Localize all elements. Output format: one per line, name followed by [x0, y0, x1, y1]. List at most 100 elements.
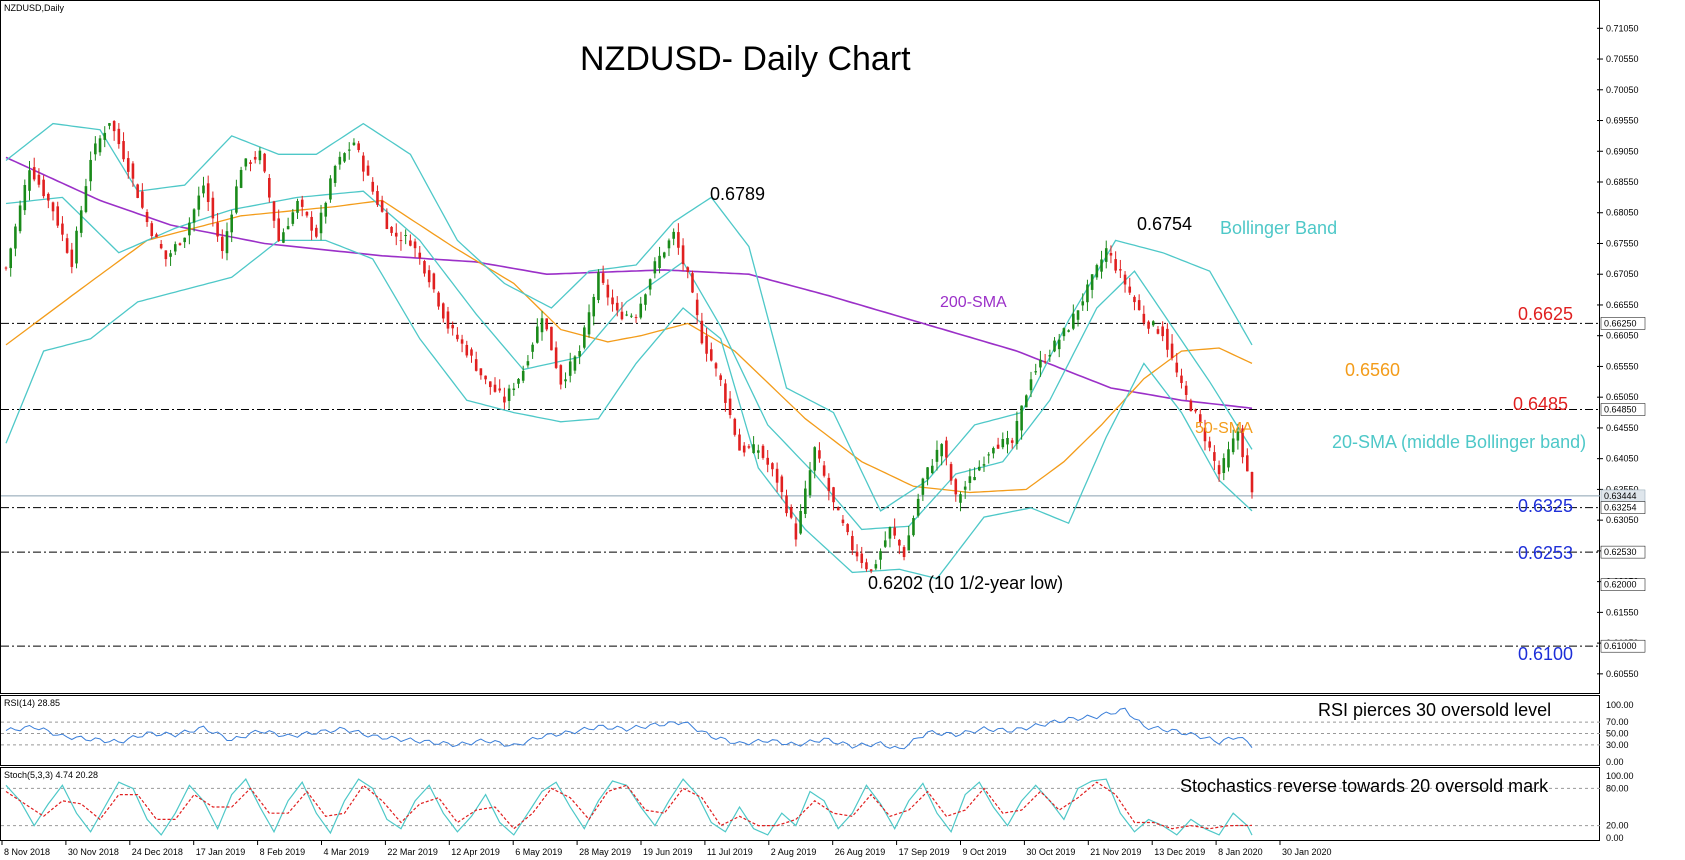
- candle-body: [672, 231, 675, 239]
- price-marker-label: 0.63444: [1604, 491, 1637, 501]
- candle-body: [1057, 339, 1061, 350]
- candle-body: [827, 477, 831, 492]
- candle-body: [1175, 362, 1179, 373]
- candle-body: [150, 223, 154, 237]
- candle-body: [413, 241, 417, 249]
- candle-body: [456, 334, 459, 340]
- candle-body: [503, 396, 506, 403]
- time-tick-label: 24 Dec 2018: [132, 847, 183, 857]
- label-20-sma: 20-SMA (middle Bollinger band): [1332, 432, 1586, 452]
- stoch-tick-label: 0.00: [1606, 833, 1624, 843]
- candle-body: [568, 361, 572, 376]
- candle-body: [103, 132, 107, 140]
- candle-body: [573, 356, 577, 371]
- candle-body: [1128, 286, 1132, 293]
- candle-body: [987, 454, 990, 456]
- rsi-tick-label: 30.00: [1606, 740, 1629, 750]
- candle-body: [1208, 441, 1211, 448]
- price-tick-label: 0.63050: [1606, 515, 1639, 525]
- candle-body: [681, 245, 685, 265]
- candle-body: [1137, 300, 1141, 311]
- candle-body: [211, 197, 215, 219]
- candle-body: [705, 335, 708, 354]
- price-marker-box: [1600, 317, 1646, 330]
- candle-body: [244, 158, 248, 167]
- candle-body: [822, 465, 826, 476]
- candle-body: [851, 536, 854, 551]
- time-tick-label: 26 Aug 2019: [835, 847, 886, 857]
- price-marker-label: 0.63254: [1604, 503, 1637, 513]
- candle-body: [51, 202, 55, 212]
- candle-body: [75, 230, 78, 264]
- main-panel-frame: [0, 0, 1600, 694]
- annotation-low-september: 0.6202 (10 1/2-year low): [868, 573, 1063, 593]
- level-label-0-6625: 0.6625: [1518, 304, 1573, 324]
- candle-body: [785, 495, 788, 514]
- candle-body: [888, 527, 892, 539]
- time-tick-label: 19 Jun 2019: [643, 847, 693, 857]
- candle-body: [893, 527, 896, 536]
- candle-body: [945, 440, 948, 458]
- candle-body: [220, 236, 224, 252]
- candle-body: [347, 149, 351, 151]
- label-200-sma: 200-SMA: [940, 294, 1007, 311]
- stoch-panel-frame: [0, 767, 1600, 841]
- candle-body: [1034, 371, 1038, 373]
- candle-body: [390, 226, 393, 233]
- candle-body: [277, 218, 281, 241]
- candle-body: [385, 212, 389, 230]
- candle-body: [18, 205, 22, 232]
- candle-body: [126, 158, 130, 172]
- candle-body: [1076, 310, 1080, 320]
- candle-body: [305, 211, 309, 216]
- candle-body: [545, 318, 549, 330]
- time-tick-label: 30 Oct 2019: [1026, 847, 1075, 857]
- candle-body: [310, 216, 313, 231]
- candle-body: [1104, 248, 1108, 262]
- candle-body: [441, 303, 445, 319]
- price-tick-label: 0.65550: [1606, 361, 1639, 371]
- price-tick-label: 0.68550: [1606, 177, 1639, 187]
- price-marker-box: [1600, 639, 1646, 653]
- ma-line-lower-bollinger-band: [5, 239, 1253, 580]
- candle-body: [916, 498, 920, 516]
- candle-body: [996, 444, 1000, 449]
- candle-body: [648, 279, 652, 290]
- time-tick-label: 13 Dec 2019: [1154, 847, 1205, 857]
- candle-body: [432, 273, 436, 290]
- candle-body: [286, 226, 290, 230]
- price-tick-label: 0.67050: [1606, 269, 1639, 279]
- candle-body: [14, 226, 17, 249]
- candle-body: [930, 465, 934, 474]
- candle-body: [1029, 379, 1033, 391]
- candle-body: [1246, 455, 1249, 472]
- candle-body: [921, 478, 925, 495]
- candle-body: [427, 270, 431, 283]
- candle-body: [1123, 274, 1127, 285]
- time-tick-label: 30 Jan 2020: [1282, 847, 1332, 857]
- candle-body: [526, 361, 530, 366]
- candles: [4, 120, 1254, 574]
- candle-body: [982, 464, 986, 466]
- candle-body: [1086, 284, 1089, 303]
- candle-body: [977, 466, 981, 471]
- rsi-line: [5, 707, 1253, 750]
- candle-body: [291, 212, 295, 224]
- candle-body: [832, 487, 835, 503]
- candle-body: [357, 143, 360, 151]
- candle-body: [583, 327, 586, 348]
- candle-body: [145, 211, 149, 223]
- candle-body: [178, 243, 182, 246]
- candle-body: [42, 179, 45, 197]
- time-tick-label: 22 Mar 2019: [387, 847, 438, 857]
- candle-body: [992, 448, 995, 454]
- ma-line-bollinger-band: [5, 122, 1253, 512]
- candle-body: [136, 184, 139, 198]
- candle-body: [912, 517, 915, 536]
- candle-body: [258, 150, 262, 161]
- candle-body: [272, 201, 276, 221]
- price-tick-label: 0.66050: [1606, 331, 1639, 341]
- candle-body: [601, 273, 605, 283]
- price-marker-label: 0.62530: [1604, 547, 1637, 557]
- candle-body: [766, 457, 769, 465]
